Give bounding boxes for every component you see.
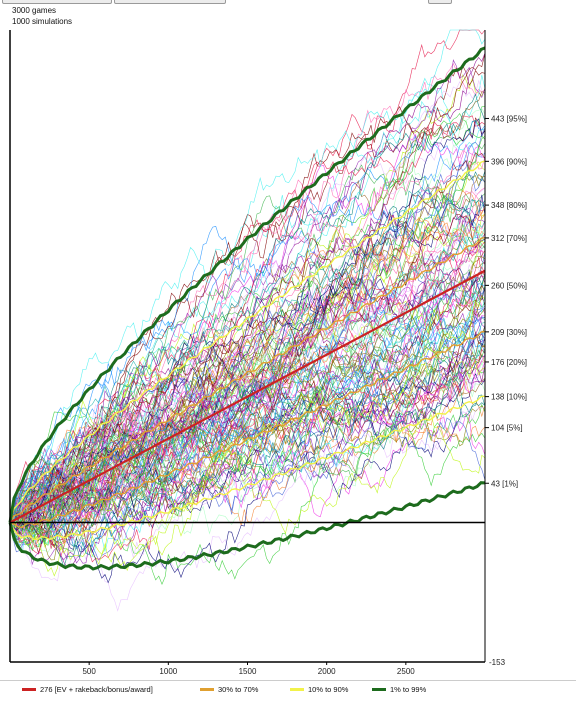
- simulation-path: [9, 190, 486, 538]
- toolbar-button[interactable]: [428, 0, 452, 4]
- x-tick-label: 1000: [159, 667, 177, 676]
- simulation-path: [9, 93, 486, 523]
- legend-label: 276 [EV + rakeback/bonus/award]: [40, 685, 153, 694]
- simulation-path: [9, 386, 486, 542]
- simulation-info: 3000 games 1000 simulations: [12, 5, 72, 27]
- y-tick-label: 312 [70%]: [491, 234, 527, 243]
- y-tick-label: 176 [20%]: [491, 358, 527, 367]
- axis-ticks: 500 1000 1500 2000 2500 443 [95%] 396 [90%] 348…: [82, 114, 527, 676]
- y-tick-label: 443 [95%]: [491, 114, 527, 123]
- legend-swatch: [200, 688, 214, 691]
- simulation-path: [9, 194, 486, 545]
- legend-label: 1% to 99%: [390, 685, 427, 694]
- simulation-path: [9, 112, 486, 529]
- chart-legend: 276 [EV + rakeback/bonus/award] 30% to 7…: [0, 680, 576, 701]
- simulation-path: [9, 342, 486, 551]
- simulation-path: [9, 91, 486, 536]
- simulation-path: [9, 296, 486, 577]
- y-tick-label: 138 [10%]: [491, 393, 527, 402]
- simulation-path: [9, 289, 486, 551]
- simulation-path: [9, 237, 486, 530]
- simulation-path: [9, 149, 486, 523]
- legend-swatch: [372, 688, 386, 691]
- percentile-bands: [8, 46, 486, 571]
- simulation-path: [9, 118, 486, 531]
- x-tick-label: 2500: [397, 667, 415, 676]
- legend-swatch: [290, 688, 304, 691]
- simulation-path: [9, 359, 486, 535]
- legend-item-30-70: 30% to 70%: [200, 685, 258, 694]
- y-tick-label: 104 [5%]: [491, 424, 523, 433]
- simulation-path: [9, 62, 486, 523]
- x-tick-label: 2000: [318, 667, 336, 676]
- y-tick-label: 348 [80%]: [491, 201, 527, 210]
- games-count: 3000 games: [12, 6, 57, 15]
- simulation-path: [9, 280, 486, 529]
- legend-swatch: [22, 688, 36, 691]
- simulation-path: [9, 120, 486, 523]
- y-tick-label: 396 [90%]: [491, 157, 527, 166]
- simulation-path: [9, 284, 486, 526]
- y-tick-label: 43 [1%]: [491, 479, 518, 488]
- percentile-line-high: [8, 46, 486, 523]
- simulation-path: [9, 347, 486, 552]
- simulation-path: [9, 355, 486, 584]
- percentile-line-high: [9, 236, 486, 523]
- simulation-paths: [9, 29, 486, 662]
- simulation-path: [9, 299, 486, 543]
- simulation-path: [9, 152, 486, 530]
- simulation-path: [9, 59, 486, 523]
- simulation-path: [9, 354, 486, 539]
- simulation-path: [9, 344, 486, 523]
- x-tick-label: 1500: [239, 667, 257, 676]
- simulations-count: 1000 simulations: [12, 17, 73, 26]
- simulation-path: [9, 254, 486, 526]
- toolbar-button[interactable]: [2, 0, 112, 4]
- simulation-path: [9, 191, 486, 531]
- legend-item-ev: 276 [EV + rakeback/bonus/award]: [22, 685, 153, 694]
- simulation-path: [9, 240, 486, 530]
- simulation-path: [9, 115, 486, 523]
- legend-item-10-90: 10% to 90%: [290, 685, 348, 694]
- simulation-path: [9, 207, 486, 525]
- simulation-path: [9, 380, 486, 558]
- simulation-path: [9, 186, 486, 546]
- y-tick-label: 260 [50%]: [491, 281, 527, 290]
- legend-label: 10% to 90%: [308, 685, 349, 694]
- legend-item-1-99: 1% to 99%: [372, 685, 426, 694]
- legend-label: 30% to 70%: [218, 685, 259, 694]
- simulation-path: [9, 29, 486, 524]
- simulation-path: [9, 287, 486, 523]
- simulation-path: [9, 233, 486, 523]
- simulation-path: [9, 79, 486, 525]
- simulation-path: [9, 269, 486, 524]
- simulation-path: [9, 331, 486, 536]
- simulation-chart: 500 1000 1500 2000 2500 443 [95%] 396 [90%] 348…: [8, 29, 527, 676]
- y-bottom-label: -153: [489, 658, 506, 667]
- simulation-path: [9, 250, 486, 544]
- percentile-line-low: [9, 330, 486, 529]
- y-tick-label: 209 [30%]: [491, 328, 527, 337]
- percentile-line-high: [9, 160, 486, 523]
- percentile-line-low: [8, 481, 486, 571]
- percentile-line-low: [9, 395, 486, 541]
- x-tick-label: 500: [82, 667, 96, 676]
- simulation-path: [9, 256, 486, 561]
- simulation-path: [9, 214, 486, 525]
- top-toolbar: [0, 0, 576, 6]
- toolbar-button[interactable]: [114, 0, 226, 4]
- ev-line: [9, 269, 486, 524]
- simulation-path: [9, 348, 486, 523]
